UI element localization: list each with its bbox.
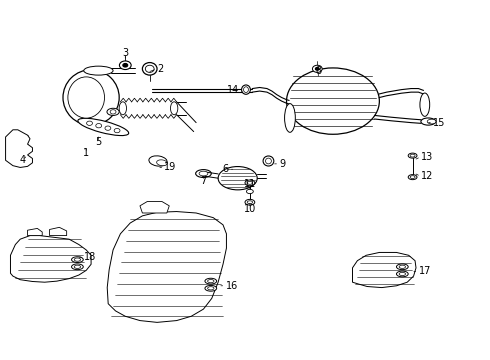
Ellipse shape (143, 63, 157, 75)
Ellipse shape (410, 176, 415, 179)
Text: 18: 18 (84, 252, 96, 262)
Text: 8: 8 (315, 66, 321, 76)
Ellipse shape (266, 158, 271, 164)
Text: 12: 12 (421, 171, 433, 181)
Text: 19: 19 (164, 162, 176, 172)
Circle shape (105, 126, 111, 130)
Polygon shape (10, 235, 91, 282)
Polygon shape (107, 212, 226, 322)
Circle shape (87, 121, 93, 125)
Text: 2: 2 (157, 64, 163, 74)
Ellipse shape (107, 108, 119, 116)
Text: 11: 11 (244, 179, 256, 189)
Text: 3: 3 (122, 48, 128, 58)
Text: 4: 4 (20, 155, 26, 165)
Ellipse shape (208, 287, 214, 290)
Ellipse shape (399, 265, 406, 269)
Ellipse shape (244, 87, 248, 93)
Ellipse shape (68, 77, 104, 118)
Polygon shape (352, 252, 416, 288)
Ellipse shape (408, 153, 417, 158)
Polygon shape (27, 228, 42, 235)
Ellipse shape (246, 189, 253, 194)
Text: 9: 9 (279, 159, 285, 169)
Ellipse shape (408, 175, 417, 180)
Ellipse shape (399, 273, 406, 275)
Ellipse shape (421, 118, 436, 125)
Text: 1: 1 (83, 148, 89, 158)
Ellipse shape (149, 156, 167, 166)
Ellipse shape (396, 264, 408, 270)
Circle shape (110, 110, 116, 114)
Ellipse shape (242, 85, 250, 94)
Ellipse shape (247, 181, 252, 184)
Circle shape (96, 123, 101, 128)
Text: 15: 15 (433, 118, 445, 128)
Ellipse shape (196, 170, 211, 177)
Ellipse shape (171, 102, 178, 115)
Ellipse shape (205, 278, 217, 284)
Ellipse shape (119, 102, 126, 115)
Text: 14: 14 (227, 85, 239, 95)
Text: 16: 16 (225, 281, 238, 291)
Polygon shape (5, 130, 32, 167)
Ellipse shape (263, 156, 274, 166)
Ellipse shape (247, 201, 252, 204)
Polygon shape (49, 227, 67, 235)
Ellipse shape (245, 199, 255, 205)
Ellipse shape (420, 93, 430, 116)
Circle shape (313, 65, 322, 72)
Ellipse shape (72, 257, 83, 262)
Ellipse shape (410, 154, 415, 157)
Circle shape (123, 63, 128, 67)
Text: 6: 6 (223, 164, 229, 174)
Ellipse shape (84, 66, 113, 75)
Ellipse shape (146, 65, 154, 72)
Polygon shape (140, 202, 169, 213)
Circle shape (120, 61, 131, 69)
Ellipse shape (245, 180, 255, 186)
Ellipse shape (285, 104, 295, 132)
Ellipse shape (205, 285, 217, 291)
Ellipse shape (157, 160, 167, 166)
Ellipse shape (74, 258, 80, 261)
Ellipse shape (396, 271, 408, 277)
Circle shape (316, 67, 319, 70)
Ellipse shape (287, 68, 379, 134)
Text: 5: 5 (95, 138, 101, 147)
Text: 17: 17 (418, 266, 431, 276)
Text: 13: 13 (421, 152, 433, 162)
Ellipse shape (74, 265, 80, 269)
Ellipse shape (427, 119, 436, 124)
Text: 10: 10 (244, 204, 256, 214)
Circle shape (114, 129, 120, 133)
Ellipse shape (72, 264, 83, 270)
Ellipse shape (208, 279, 214, 283)
Ellipse shape (199, 171, 208, 176)
Ellipse shape (63, 70, 119, 125)
Ellipse shape (218, 167, 257, 190)
Ellipse shape (78, 118, 129, 136)
Text: 7: 7 (200, 176, 207, 186)
